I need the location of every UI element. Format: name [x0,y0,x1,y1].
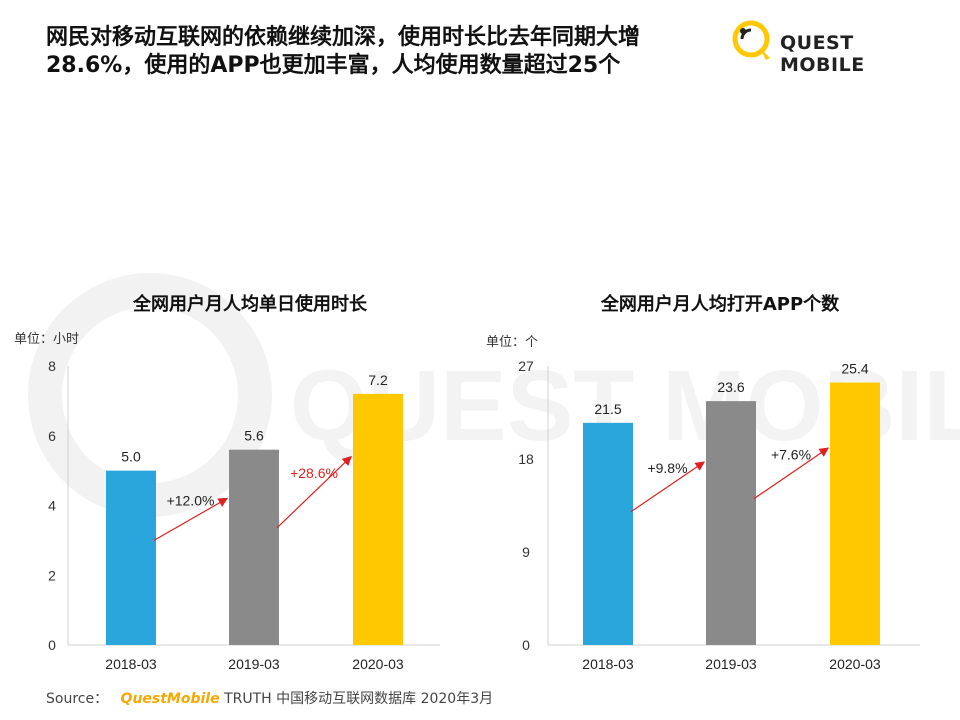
chart2-growth-label: +9.8% [647,460,687,476]
chart2-bar [830,382,880,645]
chart1-y-tick-label: 2 [48,567,56,583]
chart1-x-tick-label: 2019-03 [228,656,280,672]
chart1-growth-label: +12.0% [167,492,215,508]
chart1-x-tick-label: 2018-03 [105,656,157,672]
chart2-x-tick-label: 2018-03 [582,656,634,672]
chart1-y-tick-label: 0 [48,637,56,653]
chart2-x-tick-label: 2020-03 [829,656,881,672]
chart2-data-label: 25.4 [841,361,868,377]
questmobile-logo: QUEST MOBILE [730,18,930,76]
chart2-y-tick-label: 0 [522,637,530,653]
logo-text: QUEST MOBILE [780,32,865,76]
chart1-data-label: 5.0 [121,449,141,465]
chart1-plot: 0 2 4 6 8 5.0 2018-03 5.6 2019-03 7.2 2020-03 +12.0… [48,358,440,672]
chart2-y-tick-label: 9 [522,544,530,560]
chart1-title: 全网用户月人均单日使用时长 [133,294,367,315]
chart2-x-tick-label: 2019-03 [705,656,757,672]
chart2-growth-label: +7.6% [771,446,811,462]
chart2-growth-arrow [753,447,829,500]
chart2-bar [706,401,756,645]
chart2-y-tick-label: 27 [518,358,534,374]
chart2-data-label: 23.6 [717,379,744,395]
chart1-data-label: 5.6 [244,428,264,444]
chart1-growth-arrow [276,455,352,529]
chart1-bar [353,393,403,645]
chart1-data-label: 7.2 [368,372,388,388]
chart1-y-tick-label: 6 [48,428,56,444]
chart2-y-tick-label: 18 [518,451,534,467]
chart1-unit: 单位：小时 [14,332,80,347]
chart1-bar [106,470,156,645]
chart1-y-tick-label: 8 [48,358,56,374]
chart1-x-tick-label: 2020-03 [352,656,404,672]
source-text: TRUTH 中国移动互联网数据库 2020年3月 [224,691,494,707]
chart1-growth-label: +28.6% [290,465,338,481]
chart2-title: 全网用户月人均打开APP个数 [600,294,840,315]
logo-mark-icon [732,20,770,60]
source-label: Source： [46,691,109,707]
chart1-bar [229,449,279,645]
chart2-unit: 单位：个 [486,335,539,350]
page-title: 网民对移动互联网的依赖继续加深，使用时长比去年同期大增28.6%，使用的APP也… [46,25,641,78]
chart1-y-tick-label: 4 [48,498,56,514]
chart2-plot: 0 9 18 27 21.5 2018-03 23.6 2019-03 25.4 2020-03 +… [518,358,920,672]
source-note: Source： QuestMobile TRUTH 中国移动互联网数据库 202… [46,688,493,708]
source-brand: QuestMobile [120,691,220,707]
chart1-growth-arrow [153,497,229,541]
chart2-growth-arrow [630,461,705,513]
chart2-data-label: 21.5 [594,401,621,417]
chart2-bar [583,422,633,645]
